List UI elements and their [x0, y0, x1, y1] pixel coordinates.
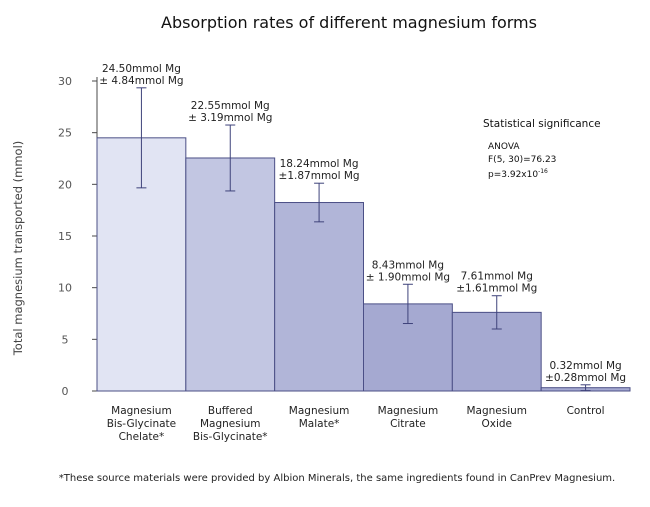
category-label: Magnesium	[378, 405, 439, 417]
data-labels: 24.50mmol Mg± 4.84mmol Mg 22.55mmol Mg± 3…	[99, 63, 626, 384]
chart-title: Absorption rates of different magnesium …	[161, 13, 537, 32]
category-label: Bis-Glycinate*	[193, 431, 268, 443]
data-label: 0.32mmol Mg	[549, 360, 621, 372]
category-label: Chelate*	[119, 431, 165, 443]
stats-p-value: p=3.92x10-16	[488, 168, 548, 180]
data-label: ± 3.19mmol Mg	[188, 112, 272, 124]
y-ticks: 0 5 10 15 20 25 30	[58, 75, 97, 398]
y-tick-label: 15	[58, 230, 72, 243]
category-label: Control	[567, 405, 605, 417]
category-label: Malate*	[299, 418, 340, 430]
stats-f-value: F(5, 30)=76.23	[488, 155, 556, 165]
category-label: Buffered	[208, 405, 253, 417]
category-label: Magnesium	[200, 418, 261, 430]
y-tick-label: 0	[62, 385, 69, 398]
data-label: ± 4.84mmol Mg	[99, 75, 183, 87]
data-label: ±0.28mmol Mg	[545, 372, 626, 384]
y-tick-label: 5	[62, 333, 69, 346]
y-tick-label: 25	[58, 127, 72, 140]
statistics-annotation: Statistical significance ANOVA F(5, 30)=…	[483, 118, 601, 180]
stats-p-base: p=3.92x10	[488, 170, 538, 180]
y-tick-label: 30	[58, 75, 72, 88]
bar	[185, 157, 276, 392]
data-label: 22.55mmol Mg	[191, 100, 270, 112]
category-label: Citrate	[390, 418, 426, 430]
category-labels: MagnesiumBis-GlycinateChelate*BufferedMa…	[107, 405, 605, 443]
stats-test: ANOVA	[488, 142, 520, 152]
data-label: ±1.87mmol Mg	[279, 170, 360, 182]
category-label: Bis-Glycinate	[107, 418, 176, 430]
y-tick-label: 10	[58, 282, 72, 295]
category-label: Magnesium	[289, 405, 350, 417]
footnote: *These source materials were provided by…	[59, 473, 615, 484]
data-label: 24.50mmol Mg	[102, 63, 181, 75]
y-tick-label: 20	[58, 178, 72, 191]
data-label: 7.61mmol Mg	[461, 271, 533, 283]
data-label: ± 1.90mmol Mg	[366, 271, 450, 283]
category-label: Oxide	[481, 418, 512, 430]
error-bars	[136, 87, 591, 392]
category-label: Magnesium	[466, 405, 527, 417]
bars	[96, 137, 631, 392]
data-label: 8.43mmol Mg	[372, 259, 444, 271]
y-axis-label: Total magnesium transported (mmol)	[11, 141, 25, 357]
stats-heading: Statistical significance	[483, 118, 601, 130]
stats-p-exponent: -16	[538, 168, 548, 175]
data-label: 18.24mmol Mg	[280, 158, 359, 170]
data-label: ±1.61mmol Mg	[456, 283, 537, 295]
category-label: Magnesium	[111, 405, 172, 417]
bar	[274, 202, 364, 392]
